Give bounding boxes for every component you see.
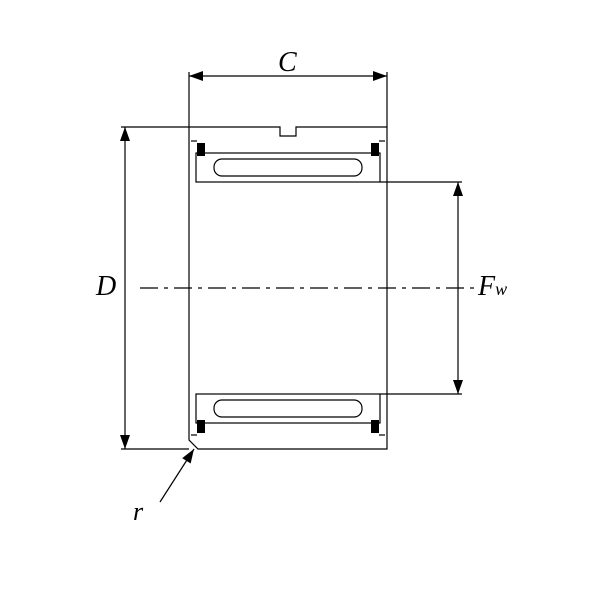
diagram-stage: C D Fw r: [0, 0, 600, 600]
dim-label-c: C: [278, 47, 297, 79]
dim-label-d: D: [96, 271, 116, 303]
dim-label-fw: Fw: [478, 271, 507, 303]
diagram-svg: [0, 0, 600, 600]
dim-label-fw-main: F: [478, 271, 495, 302]
dim-label-fw-sub: w: [495, 279, 507, 299]
dim-label-r: r: [133, 497, 143, 527]
